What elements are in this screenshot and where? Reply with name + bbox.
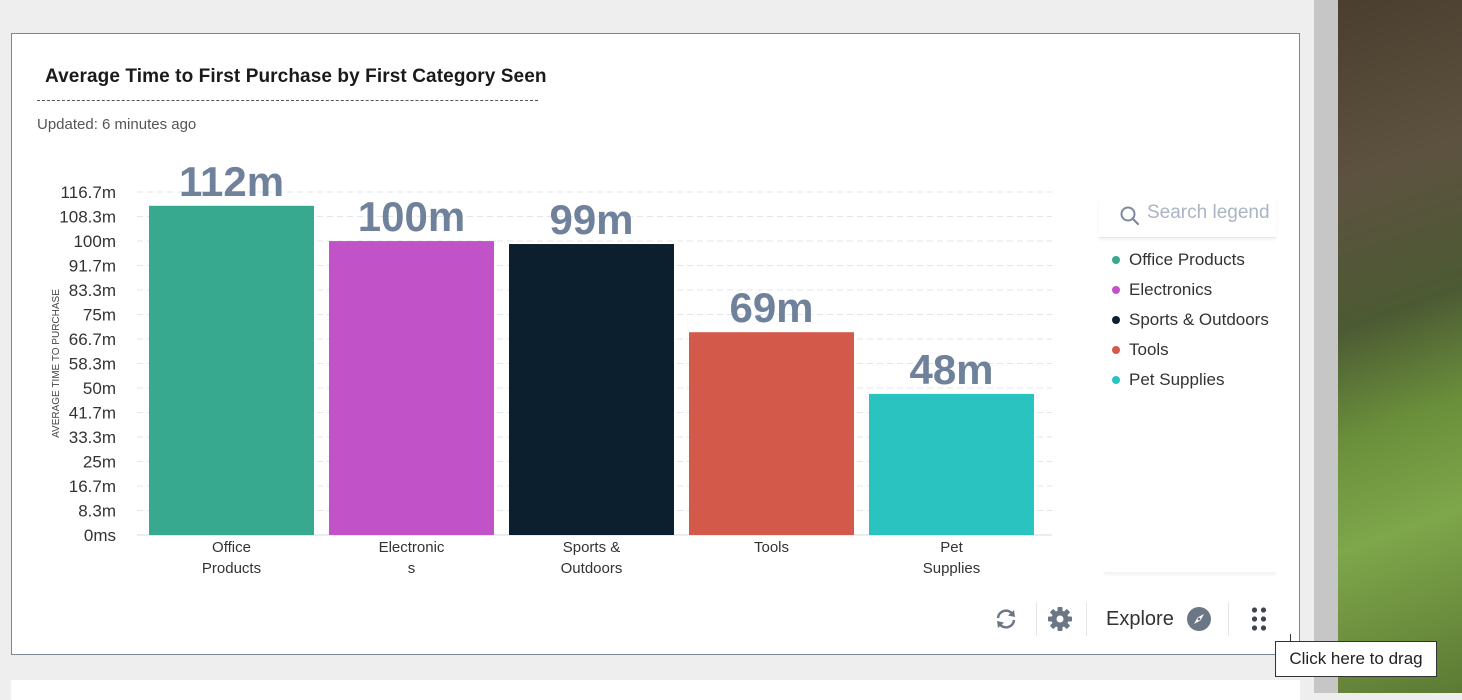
bar-value-label: 48m [909, 346, 993, 393]
y-axis-label: AVERAGE TIME TO PURCHASE [51, 289, 62, 438]
bar-office-products[interactable] [149, 205, 314, 535]
legend-color-dot [1112, 256, 1120, 264]
x-tick-label: Outdoors [561, 560, 623, 577]
y-tick-label: 16.7m [69, 477, 116, 496]
refresh-button[interactable] [993, 602, 1019, 636]
scrollbar[interactable] [1314, 0, 1338, 693]
bar-value-label: 69m [729, 284, 813, 331]
legend-item[interactable]: Tools [1112, 335, 1269, 365]
y-tick-label: 83.3m [69, 281, 116, 300]
legend-search[interactable]: Search legend [1099, 197, 1276, 238]
y-tick-label: 58.3m [69, 355, 116, 374]
legend-item[interactable]: Office Products [1112, 245, 1269, 275]
y-tick-label: 8.3m [78, 502, 116, 521]
y-tick-label: 66.7m [69, 330, 116, 349]
title-underline [37, 100, 538, 101]
settings-button[interactable] [1046, 602, 1074, 636]
drag-tooltip: Click here to drag [1275, 641, 1437, 677]
bar-chart: 0ms 8.3m 16.7m 25m 33.3m 41.7m 50m 58.3m 66.7m 75… [51, 158, 1052, 577]
legend-color-dot [1112, 316, 1120, 324]
y-tick-label: 75m [83, 306, 116, 325]
legend-item[interactable]: Sports & Outdoors [1112, 305, 1269, 335]
y-tick-label: 100m [73, 232, 116, 251]
drag-handle-icon [1251, 607, 1267, 631]
legend-divider [1104, 569, 1276, 573]
bar-value-label: 100m [358, 193, 465, 240]
bar-value-label: 99m [549, 196, 633, 243]
bar-electronics[interactable] [329, 241, 494, 535]
y-tick-label: 0ms [84, 526, 116, 545]
legend-label: Office Products [1129, 250, 1245, 269]
legend-item[interactable]: Pet Supplies [1112, 365, 1269, 395]
tooltip-pointer [1290, 634, 1291, 642]
chart-card: Average Time to First Purchase by First … [11, 33, 1300, 655]
legend-item[interactable]: Electronics [1112, 275, 1269, 305]
chart-title[interactable]: Average Time to First Purchase by First … [45, 66, 547, 87]
updated-timestamp: Updated: 6 minutes ago [37, 116, 197, 133]
refresh-icon [996, 609, 1016, 629]
background-photo [1338, 0, 1462, 693]
bar-pet-supplies[interactable] [869, 393, 1034, 535]
search-icon [1120, 206, 1140, 226]
x-tick-label: Supplies [923, 560, 981, 577]
x-tick-label: Tools [754, 539, 789, 556]
gear-icon [1048, 607, 1072, 631]
toolbar-divider [1086, 602, 1087, 636]
card-toolbar: Explore [12, 594, 1301, 644]
x-tick-label: s [408, 560, 416, 577]
x-tick-label: Sports & [563, 539, 621, 556]
bar-value-label: 112m [179, 158, 284, 205]
toolbar-divider [1036, 602, 1037, 636]
next-card [11, 680, 1300, 700]
legend-color-dot [1112, 346, 1120, 354]
x-tick-label: Office [212, 539, 251, 556]
x-tick-label: Pet [940, 539, 963, 556]
legend-label: Electronics [1129, 280, 1213, 299]
bar-tools[interactable] [689, 332, 854, 535]
legend: Office Products Electronics Sports & Outdo… [1112, 245, 1269, 395]
y-tick-label: 108.3m [59, 208, 116, 227]
drag-handle[interactable] [1250, 602, 1268, 636]
legend-search-input[interactable]: Search legend [1147, 202, 1270, 223]
y-tick-label: 33.3m [69, 428, 116, 447]
legend-color-dot [1112, 286, 1120, 294]
y-tick-label: 91.7m [69, 257, 116, 276]
bar-sports-outdoors[interactable] [509, 244, 674, 535]
x-tick-label: Products [202, 560, 261, 577]
x-tick-label: Electronic [379, 539, 445, 556]
compass-icon [1186, 607, 1211, 631]
legend-label: Sports & Outdoors [1129, 310, 1269, 329]
legend-label: Pet Supplies [1129, 370, 1225, 389]
y-tick-label: 50m [83, 379, 116, 398]
y-tick-label: 25m [83, 453, 116, 472]
toolbar-divider [1228, 602, 1229, 636]
legend-label: Tools [1129, 340, 1169, 359]
y-tick-label: 116.7m [61, 183, 116, 202]
explore-label: Explore [1106, 607, 1174, 630]
y-tick-label: 41.7m [69, 404, 116, 423]
explore-button[interactable]: Explore [1106, 602, 1212, 636]
legend-color-dot [1112, 376, 1120, 384]
